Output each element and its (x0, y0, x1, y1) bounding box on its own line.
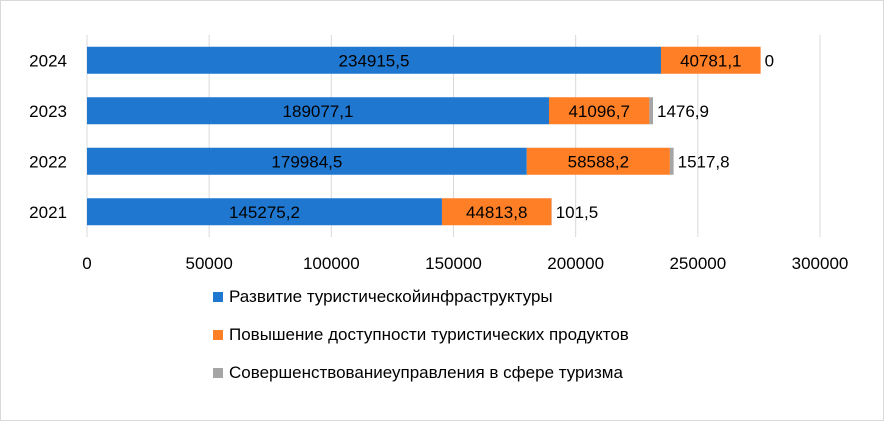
data-label: 58588,2 (568, 152, 629, 171)
bars (87, 46, 761, 226)
legend: Развитие туристическойинфраструктуры Повы… (213, 287, 813, 401)
legend-label: Развитие туристическойинфраструктуры (229, 287, 553, 306)
data-label: 179984,5 (271, 152, 342, 171)
data-label: 234915,5 (339, 51, 410, 70)
bar-segment (649, 97, 653, 125)
x-tick-label: 50000 (186, 254, 233, 273)
y-tick-label: 2023 (29, 102, 67, 121)
y-tick-label: 2022 (29, 152, 67, 171)
y-tick-label: 2021 (29, 203, 67, 222)
bar-segment (669, 147, 674, 175)
legend-swatch (213, 330, 223, 340)
bar-segment (526, 147, 670, 175)
x-tick-label: 200000 (547, 254, 604, 273)
legend-item: Повышение доступности туристических прод… (213, 325, 813, 345)
legend-item: Совершенствованиеуправления в сфере тури… (213, 363, 813, 383)
bar-segment (87, 147, 527, 175)
data-label: 44813,8 (466, 203, 527, 222)
data-labels: 234915,5 40781,1 0 189077,1 41096,7 1476,9 179… (229, 51, 774, 222)
data-label: 101,5 (556, 203, 599, 222)
data-label: 145275,2 (229, 203, 300, 222)
legend-swatch (213, 292, 223, 302)
y-tick-label: 2024 (29, 51, 67, 70)
bar-segment (87, 97, 549, 125)
bar-segment (87, 198, 442, 226)
data-label: 1476,9 (657, 102, 709, 121)
bar-segment (548, 97, 650, 125)
x-tick-label: 250000 (669, 254, 726, 273)
x-tick-label: 300000 (792, 254, 849, 273)
data-label: 0 (765, 51, 774, 70)
legend-label: Повышение доступности туристических прод… (229, 325, 629, 344)
data-label: 41096,7 (568, 102, 629, 121)
bar-segment (87, 46, 661, 74)
legend-label: Совершенствованиеуправления в сфере тури… (229, 363, 623, 382)
axes: 0 50000 100000 150000 200000 250000 300000 2024… (29, 51, 848, 273)
legend-swatch (213, 368, 223, 378)
x-tick-label: 100000 (303, 254, 360, 273)
x-tick-label: 150000 (425, 254, 482, 273)
bar-segment (660, 46, 761, 74)
data-label: 40781,1 (680, 51, 741, 70)
data-label: 189077,1 (283, 102, 354, 121)
x-tick-label: 0 (82, 254, 91, 273)
bar-segment (441, 198, 552, 226)
legend-item: Развитие туристическойинфраструктуры (213, 287, 813, 307)
data-label: 1517,8 (678, 152, 730, 171)
